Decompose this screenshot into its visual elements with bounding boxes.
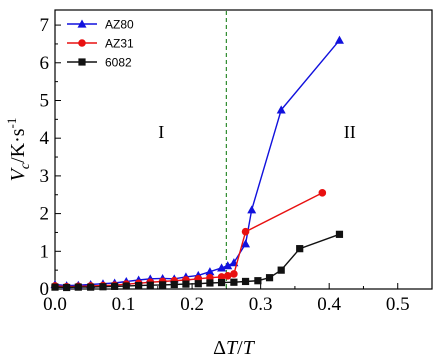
data-point-az80 xyxy=(334,35,344,44)
y-tick-label: 7 xyxy=(40,15,50,36)
legend-marker-az31 xyxy=(78,39,86,47)
data-point-az80 xyxy=(217,263,227,272)
data-point-az31 xyxy=(217,273,226,281)
y-tick-label: 3 xyxy=(40,166,50,187)
plot-frame xyxy=(54,9,433,290)
data-point-6082 xyxy=(122,282,130,290)
y-tick-label: 4 xyxy=(40,128,50,149)
axes: 0.0 0.1 0.2 0.3 0.4 0.5 0 1 2 3 4 5 6 7 xyxy=(40,9,433,315)
data-point-6082 xyxy=(135,282,143,290)
data-point-6082 xyxy=(296,245,304,253)
x-tick-label: 0.5 xyxy=(386,294,410,315)
legend-marker-6082 xyxy=(78,58,86,66)
x-axis-label: ΔT/T xyxy=(213,337,256,359)
series-6082 xyxy=(51,230,344,292)
data-point-az80 xyxy=(276,105,286,114)
legend: AZ80 AZ31 6082 xyxy=(67,18,134,70)
data-point-az31 xyxy=(223,272,232,280)
data-point-6082 xyxy=(265,274,274,282)
data-point-6082 xyxy=(159,281,167,289)
data-point-6082 xyxy=(111,282,119,290)
x-tick-label: 0.0 xyxy=(43,294,67,315)
data-point-az31 xyxy=(318,189,327,197)
data-point-6082 xyxy=(206,279,214,287)
legend-label-6082: 6082 xyxy=(105,56,132,70)
data-point-az80 xyxy=(205,267,215,276)
axis-labels: ΔT/T Vc/K·s-1 xyxy=(4,118,256,359)
data-point-az80 xyxy=(223,261,233,270)
data-point-6082 xyxy=(170,280,178,289)
y-tick-label: 5 xyxy=(40,90,50,111)
data-point-6082 xyxy=(182,280,190,288)
data-point-6082 xyxy=(254,277,262,285)
data-point-6082 xyxy=(63,283,71,292)
data-point-az31 xyxy=(230,270,238,278)
legend-label-az80: AZ80 xyxy=(105,18,134,32)
data-point-6082 xyxy=(277,266,285,274)
data-point-6082 xyxy=(74,283,82,291)
y-tick-label: 1 xyxy=(40,241,50,262)
data-point-6082 xyxy=(87,283,95,291)
x-tick-label: 0.1 xyxy=(112,294,136,315)
x-tick-label: 0.3 xyxy=(249,294,273,315)
series-line-6082 xyxy=(54,233,340,289)
data-point-6082 xyxy=(335,230,344,238)
data-point-6082 xyxy=(194,280,202,288)
legend-label-az31: AZ31 xyxy=(105,37,134,51)
data-point-az31 xyxy=(241,227,250,236)
region-labels: I II xyxy=(158,122,356,142)
y-axis-label: Vc/K·s-1 xyxy=(4,118,33,182)
data-point-az80 xyxy=(241,239,251,248)
series-layer xyxy=(50,35,344,292)
data-point-az80 xyxy=(247,205,257,214)
data-point-6082 xyxy=(99,283,107,291)
legend-marker-az80 xyxy=(77,19,87,28)
y-tick-label: 2 xyxy=(40,204,50,225)
x-tick-label: 0.2 xyxy=(180,294,204,315)
data-point-6082 xyxy=(51,283,59,291)
data-point-6082 xyxy=(146,281,154,289)
y-tick-label: 6 xyxy=(40,53,50,74)
x-tick-label: 0.4 xyxy=(317,294,341,315)
series-az31 xyxy=(51,189,327,291)
region-label-i: I xyxy=(158,122,164,142)
data-point-6082 xyxy=(241,277,250,286)
data-point-6082 xyxy=(217,278,226,287)
region-label-ii: II xyxy=(344,122,356,142)
y-tick-label: 0 xyxy=(40,279,50,300)
data-point-6082 xyxy=(230,278,238,286)
